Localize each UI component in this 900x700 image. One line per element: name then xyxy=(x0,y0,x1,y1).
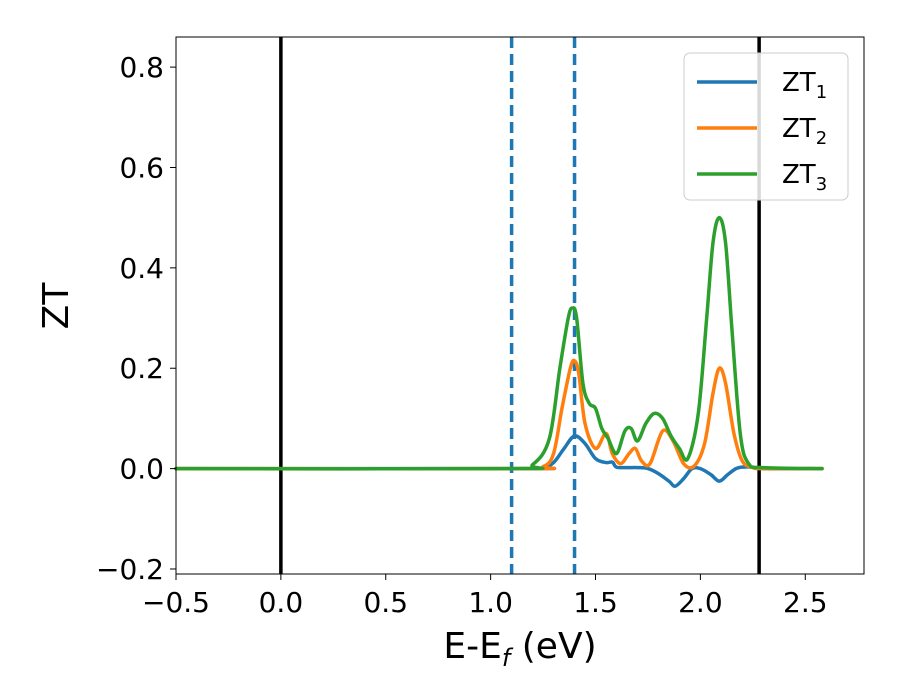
legend-label-zt1: ZT1 xyxy=(782,68,827,103)
y-tick-label: 0.8 xyxy=(119,51,164,84)
legend-box xyxy=(683,52,849,201)
legend-label-zt3: ZT3 xyxy=(782,160,827,195)
x-tick-label: 2.0 xyxy=(678,586,723,619)
x-tick-label: 1.5 xyxy=(573,586,618,619)
x-tick-label: 1.0 xyxy=(468,586,513,619)
x-axis-label: E-Ef (eV) xyxy=(443,626,596,672)
x-tick-label: −0.5 xyxy=(142,586,210,619)
series-line-zt1 xyxy=(174,434,824,488)
y-axis-label: ZT xyxy=(36,282,77,330)
plot-frame xyxy=(175,36,865,575)
legend-label-zt2: ZT2 xyxy=(782,114,827,149)
series-line-zt2 xyxy=(174,358,824,471)
y-tick-label: 0.0 xyxy=(119,453,164,486)
y-tick-label: 0.4 xyxy=(119,252,164,285)
y-tick-label: 0.2 xyxy=(119,352,164,385)
series-line-zt3 xyxy=(174,215,824,471)
series-lines xyxy=(174,215,824,488)
y-ticks: −0.2 0.0 0.2 0.4 0.6 0.8 xyxy=(96,51,176,586)
x-ticks: −0.5 0.0 0.5 1.0 1.5 2.0 2.5 xyxy=(142,574,828,619)
y-tick-label: −0.2 xyxy=(96,553,164,586)
x-tick-label: 0.0 xyxy=(259,586,304,619)
x-tick-label: 2.5 xyxy=(783,586,828,619)
legend: ZT1 ZT2 ZT3 xyxy=(683,52,849,201)
x-tick-label: 0.5 xyxy=(363,586,408,619)
y-tick-label: 0.6 xyxy=(119,151,164,184)
